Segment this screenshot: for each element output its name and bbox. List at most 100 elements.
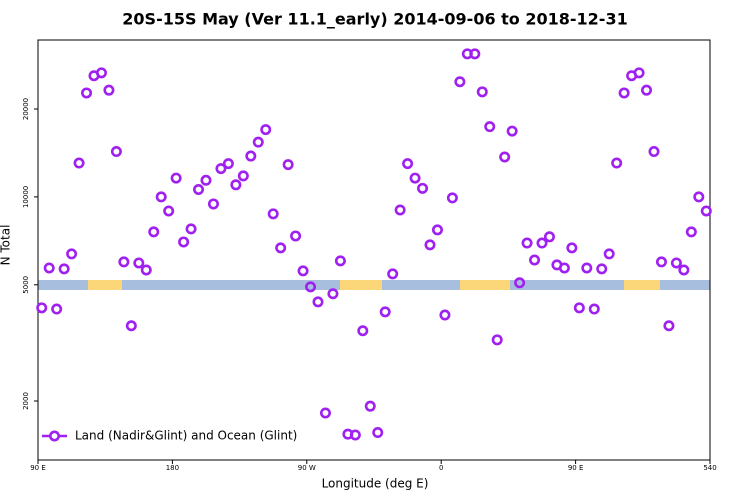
data-point bbox=[51, 303, 63, 315]
data-point bbox=[454, 76, 466, 88]
land-band bbox=[340, 280, 382, 290]
data-point bbox=[178, 236, 190, 248]
data-point bbox=[252, 136, 264, 148]
y-tick-label: 2000 bbox=[22, 392, 30, 410]
data-point bbox=[603, 248, 615, 260]
data-point bbox=[402, 158, 414, 170]
data-point bbox=[648, 146, 660, 158]
data-point bbox=[446, 192, 458, 204]
data-point bbox=[611, 157, 623, 169]
data-point bbox=[506, 125, 518, 137]
data-point bbox=[349, 429, 361, 441]
data-point bbox=[529, 254, 541, 266]
data-point bbox=[558, 262, 570, 274]
x-tick-label: 90 E bbox=[568, 464, 584, 472]
data-point bbox=[596, 263, 608, 275]
x-axis-label: Longitude (deg E) bbox=[322, 477, 429, 491]
data-point bbox=[573, 302, 585, 314]
data-point bbox=[133, 257, 145, 269]
surface-band bbox=[38, 280, 710, 290]
data-point bbox=[663, 320, 675, 332]
data-point bbox=[170, 172, 182, 184]
data-point bbox=[36, 302, 48, 314]
data-point bbox=[275, 242, 287, 254]
x-tick-label: 180 bbox=[166, 464, 179, 472]
data-point bbox=[394, 204, 406, 216]
x-tick-label: 90 W bbox=[298, 464, 316, 472]
data-point bbox=[543, 231, 555, 243]
y-tick-label: 20000 bbox=[22, 98, 30, 120]
data-point bbox=[514, 277, 526, 289]
data-point bbox=[148, 226, 160, 238]
data-point bbox=[499, 151, 511, 163]
data-point bbox=[305, 281, 317, 293]
data-point bbox=[215, 163, 227, 175]
plot-frame bbox=[37, 39, 711, 461]
data-point bbox=[693, 191, 705, 203]
data-point bbox=[110, 146, 122, 158]
data-point bbox=[193, 184, 205, 196]
y-tick-label: 10000 bbox=[22, 186, 30, 208]
data-point bbox=[491, 334, 503, 346]
data-point bbox=[230, 179, 242, 191]
data-point bbox=[237, 170, 249, 182]
data-point bbox=[260, 124, 272, 136]
data-point bbox=[334, 255, 346, 267]
data-point bbox=[431, 224, 443, 236]
data-point bbox=[200, 174, 212, 186]
data-point bbox=[267, 208, 279, 220]
data-point bbox=[670, 257, 682, 269]
data-point bbox=[319, 407, 331, 419]
x-tick-label: 90 E bbox=[30, 464, 46, 472]
land-band bbox=[624, 280, 660, 290]
data-point bbox=[312, 296, 324, 308]
data-point bbox=[655, 256, 667, 268]
data-point bbox=[364, 400, 376, 412]
data-point bbox=[678, 264, 690, 276]
x-tick-label: 0 bbox=[439, 464, 443, 472]
data-point bbox=[521, 237, 533, 249]
y-tick-label: 5000 bbox=[22, 276, 30, 294]
data-point bbox=[222, 158, 234, 170]
data-point bbox=[66, 248, 78, 260]
data-point bbox=[140, 264, 152, 276]
data-point bbox=[103, 84, 115, 96]
data-point bbox=[379, 306, 391, 318]
data-point bbox=[290, 230, 302, 242]
data-point bbox=[685, 226, 697, 238]
data-point bbox=[81, 87, 93, 99]
data-point bbox=[566, 242, 578, 254]
data-point bbox=[58, 263, 70, 275]
data-point bbox=[163, 205, 175, 217]
data-point bbox=[633, 67, 645, 79]
data-point bbox=[536, 237, 548, 249]
legend-marker bbox=[48, 430, 60, 442]
data-point bbox=[439, 309, 451, 321]
data-point bbox=[618, 87, 630, 99]
land-band bbox=[460, 280, 510, 290]
data-point bbox=[245, 150, 257, 162]
chart-title: 20S-15S May (Ver 11.1_early) 2014-09-06 … bbox=[122, 10, 627, 29]
data-point bbox=[700, 205, 712, 217]
x-tick-label: 540 bbox=[703, 464, 716, 472]
data-point bbox=[409, 172, 421, 184]
y-axis-label: N Total bbox=[0, 225, 13, 266]
data-point bbox=[469, 48, 481, 60]
data-point bbox=[207, 198, 219, 210]
data-point bbox=[372, 427, 384, 439]
data-point bbox=[95, 67, 107, 79]
data-point bbox=[327, 288, 339, 300]
data-point bbox=[424, 239, 436, 251]
data-point bbox=[476, 86, 488, 98]
data-point bbox=[417, 182, 429, 194]
data-point bbox=[387, 268, 399, 280]
data-point bbox=[588, 303, 600, 315]
data-point bbox=[641, 84, 653, 96]
data-point bbox=[155, 191, 167, 203]
data-point bbox=[185, 223, 197, 235]
data-point bbox=[297, 265, 309, 277]
legend-label: Land (Nadir&Glint) and Ocean (Glint) bbox=[75, 429, 297, 443]
data-point bbox=[125, 320, 137, 332]
